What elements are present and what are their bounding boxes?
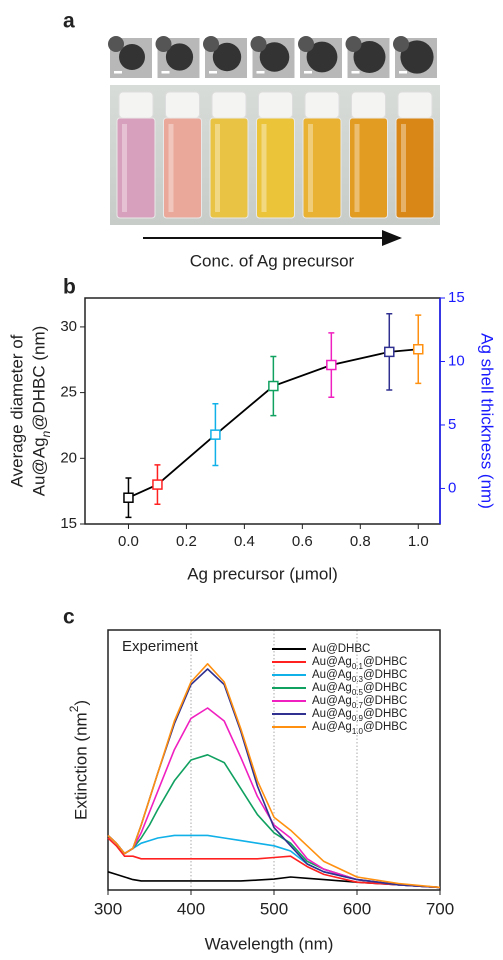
marker [413,343,424,355]
marker [210,429,221,440]
legend-label: Au@Ag0.3@DHBC [312,669,407,684]
panel-label: c [63,606,75,629]
plot-frame [107,629,441,891]
spectrum-line [107,663,441,889]
spectrum-line [107,871,441,889]
panel-label: b [63,276,76,299]
x-tick-label: 1.0 [408,533,429,550]
vial-glare [215,124,220,212]
scale-bar [399,71,407,74]
vial-glare [401,124,406,212]
y2-tick-label: 15 [448,289,465,306]
particle [393,36,409,52]
x-tick-label: 0.2 [176,533,197,550]
particle [306,41,338,73]
marker [326,359,337,371]
legend-label: Au@Ag0.7@DHBC [312,695,407,710]
scale-bar [304,71,312,74]
y2-tick-label: 5 [448,416,456,433]
particle [250,36,267,52]
x-tick-label: 600 [343,899,371,918]
particle [345,36,362,52]
vial-cap [118,91,154,119]
spectrum-line [107,837,441,889]
vial-body [116,117,156,219]
y-tick-label: 15 [60,515,77,532]
vial-glare [354,124,360,212]
vial-cap [258,91,293,119]
x-axis-title: Ag precursor (μmol) [187,564,338,583]
vial-glare [122,124,127,212]
marker [268,380,279,392]
legend-label: Au@Ag0.9@DHBC [312,708,407,723]
vial-glare [168,124,174,212]
vial-body [302,117,342,219]
legend-label: Au@Ag1.0@DHBC [312,721,407,736]
vial-cap [351,91,386,119]
x-tick-label: 0.6 [292,533,313,550]
vial-body [395,117,435,219]
x-tick-label: 700 [426,899,454,918]
vial-glare [261,124,267,212]
particle [155,36,172,52]
spectrum-line [107,707,441,889]
marker [152,479,163,490]
plot-frame [84,297,441,525]
y-tick-label: 25 [60,384,77,401]
x-tick-label: 0.0 [118,533,139,550]
vial-cap [211,91,247,119]
scale-bar [161,71,170,74]
vial-cap [397,91,433,119]
legend-label: Au@DHBC [312,643,370,655]
marker [123,492,134,503]
vial-body [163,117,202,219]
x-tick-label: 0.8 [350,533,371,550]
x-axis-title: Wavelength (nm) [205,934,334,953]
particle [259,42,290,72]
y-axis-title: Au@Agn@DHBC (nm) [29,326,53,497]
particle [203,36,219,52]
x-tick-label: 0.4 [234,533,255,550]
y2-axis-title: Ag shell thickness (nm) [478,333,497,509]
y2-tick-label: 10 [448,352,465,369]
legend-label: Au@Ag0.1@DHBC [312,656,407,671]
x-tick-label: 500 [260,899,288,918]
vial-body [256,117,295,219]
scale-bar [256,71,265,74]
marker [384,346,395,358]
particle [400,40,434,74]
annotation: Experiment [122,638,199,655]
vial-glare [308,124,313,212]
particle [165,43,194,71]
x-tick-label: 300 [94,899,122,918]
caption: Conc. of Ag precursor [190,251,355,270]
y-tick-label: 30 [60,318,77,335]
particle [212,42,242,72]
vial-cap [304,91,340,119]
particle [119,44,145,70]
y2-tick-label: 0 [448,479,456,496]
particle [353,41,386,73]
vial-body [349,117,388,219]
scale-bar [209,71,217,74]
panel-label: a [63,10,75,33]
scale-bar [351,71,360,74]
vial-cap [165,91,200,119]
particle [108,36,124,52]
y-tick-label: 20 [60,449,77,466]
photo [108,36,440,225]
particle [298,36,314,52]
y-axis-title: Extinction (nm2) [67,700,90,820]
scale-bar [114,71,122,74]
y-axis-title: Average diameter of [7,334,26,487]
vial-body [209,117,249,219]
legend-label: Au@Ag0.5@DHBC [312,682,407,697]
x-tick-label: 400 [177,899,205,918]
